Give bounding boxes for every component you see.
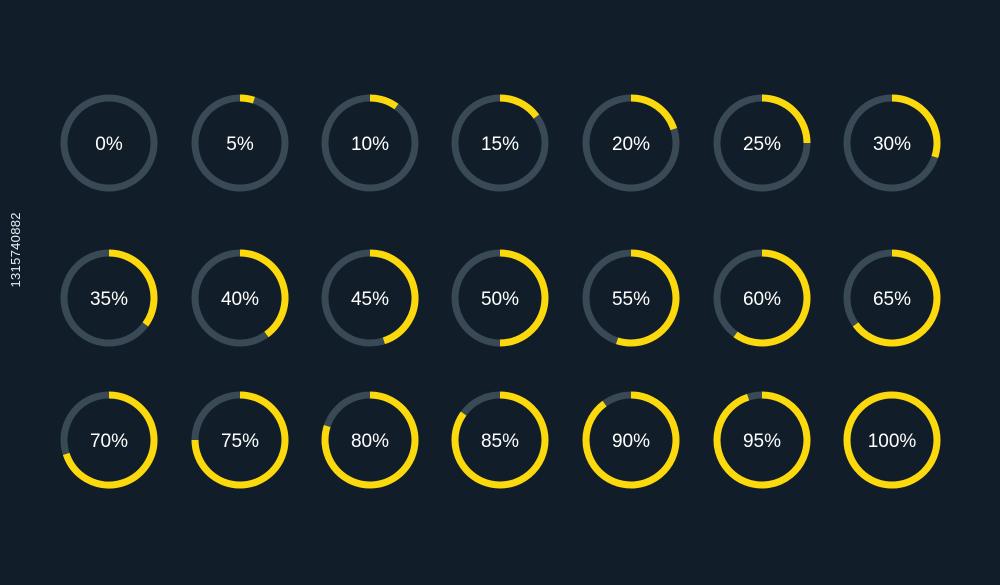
ring-percent-label: 85%: [481, 431, 519, 452]
progress-ring-70: 70%: [60, 391, 158, 489]
ring-percent-label: 80%: [351, 431, 389, 452]
ring-percent-label: 65%: [873, 289, 911, 310]
ring-percent-label: 25%: [743, 134, 781, 155]
stock-id-text: 1315740882: [8, 212, 23, 288]
ring-percent-label: 90%: [612, 431, 650, 452]
progress-ring-85: 85%: [451, 391, 549, 489]
progress-ring-20: 20%: [582, 94, 680, 192]
ring-progress-arc: [369, 249, 419, 345]
ring-progress-arc: [616, 249, 680, 347]
ring-percent-label: 70%: [90, 431, 128, 452]
progress-ring-80: 80%: [321, 391, 419, 489]
progress-ring-60: 60%: [713, 249, 811, 347]
ring-percent-label: 5%: [226, 134, 254, 155]
ring-progress-arc: [891, 94, 941, 158]
progress-ring-0: 0%: [60, 94, 158, 192]
ring-percent-label: 30%: [873, 134, 911, 155]
ring-progress-arc: [630, 94, 678, 131]
ring-percent-label: 15%: [481, 134, 519, 155]
ring-progress-arc: [582, 391, 680, 489]
progress-ring-100: 100%: [843, 391, 941, 489]
ring-progress-arc: [451, 391, 549, 489]
ring-percent-label: 75%: [221, 431, 259, 452]
ring-progress-arc: [239, 249, 289, 338]
progress-ring-30: 30%: [843, 94, 941, 192]
ring-progress-arc: [733, 249, 811, 347]
ring-progress-arc: [761, 94, 811, 144]
ring-progress-arc: [499, 94, 540, 119]
ring-progress-arc: [499, 249, 549, 347]
ring-progress-arc: [239, 94, 255, 104]
ring-percent-label: 20%: [612, 134, 650, 155]
progress-ring-95: 95%: [713, 391, 811, 489]
ring-percent-label: 40%: [221, 289, 259, 310]
progress-ring-55: 55%: [582, 249, 680, 347]
ring-progress-arc: [369, 94, 399, 110]
ring-progress-arc: [108, 249, 158, 327]
progress-ring-15: 15%: [451, 94, 549, 192]
progress-ring-65: 65%: [843, 249, 941, 347]
ring-progress-arc: [713, 391, 811, 489]
ring-progress-arc: [62, 391, 158, 489]
ring-progress-arc: [191, 391, 289, 489]
ring-percent-label: 55%: [612, 289, 650, 310]
progress-ring-90: 90%: [582, 391, 680, 489]
progress-ring-50: 50%: [451, 249, 549, 347]
progress-ring-25: 25%: [713, 94, 811, 192]
ring-progress-arc: [321, 391, 419, 489]
progress-ring-5: 5%: [191, 94, 289, 192]
ring-percent-label: 35%: [90, 289, 128, 310]
progress-ring-10: 10%: [321, 94, 419, 192]
progress-ring-45: 45%: [321, 249, 419, 347]
ring-progress-arc: [852, 249, 941, 347]
ring-percent-label: 45%: [351, 289, 389, 310]
ring-percent-label: 0%: [95, 134, 123, 155]
ring-percent-label: 100%: [868, 431, 917, 452]
ring-percent-label: 60%: [743, 289, 781, 310]
ring-track: [60, 94, 158, 192]
ring-percent-label: 10%: [351, 134, 389, 155]
ring-percent-label: 50%: [481, 289, 519, 310]
progress-ring-40: 40%: [191, 249, 289, 347]
progress-ring-75: 75%: [191, 391, 289, 489]
ring-percent-label: 95%: [743, 431, 781, 452]
progress-ring-35: 35%: [60, 249, 158, 347]
ring-progress-arc: [843, 391, 941, 489]
